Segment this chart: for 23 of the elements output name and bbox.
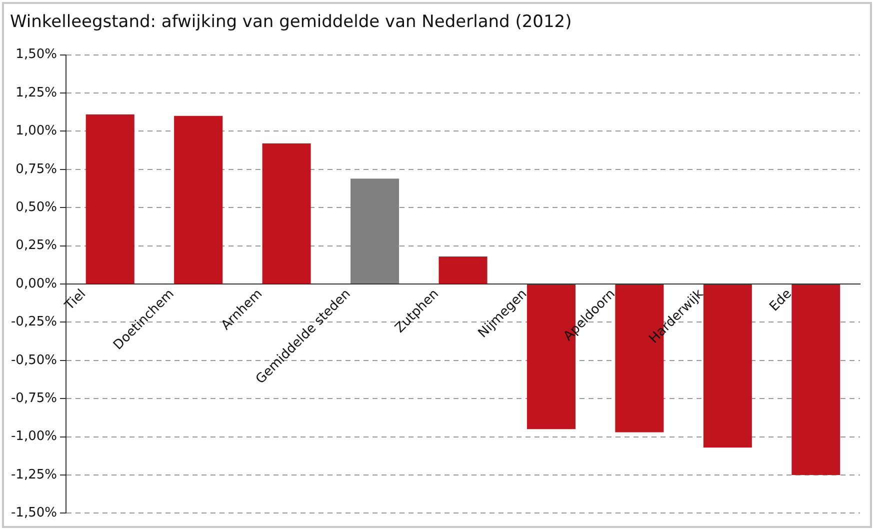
y-tick-label: 0,00% [16,276,57,292]
y-tick-label: -1,50% [10,506,57,521]
bar [792,284,840,475]
y-tick-label: -0,25% [10,314,57,330]
y-tick-label: -1,25% [10,467,57,482]
y-tick-label: -0,75% [10,390,57,406]
y-tick-label: 1,00% [16,124,57,139]
bar [703,284,752,448]
bar [350,178,400,284]
x-tick-label: Ede [766,286,795,315]
y-tick-label: -0,50% [10,352,57,368]
y-tick-label: 0,25% [16,238,57,254]
bar [174,116,223,284]
y-tick-label: 1,25% [16,85,57,100]
y-tick-label: 0,50% [16,200,57,215]
x-tick-label: Tiel [62,286,90,314]
bar [86,114,134,284]
y-tick-label: 0,75% [16,162,57,177]
y-tick-label: -1,00% [10,429,57,444]
y-tick-label: 1,50% [16,47,57,62]
bar [262,143,311,284]
chart-title: Winkelleegstand: afwijking van gemiddelde van Nederland (2012) [10,12,572,32]
bar [438,256,488,284]
